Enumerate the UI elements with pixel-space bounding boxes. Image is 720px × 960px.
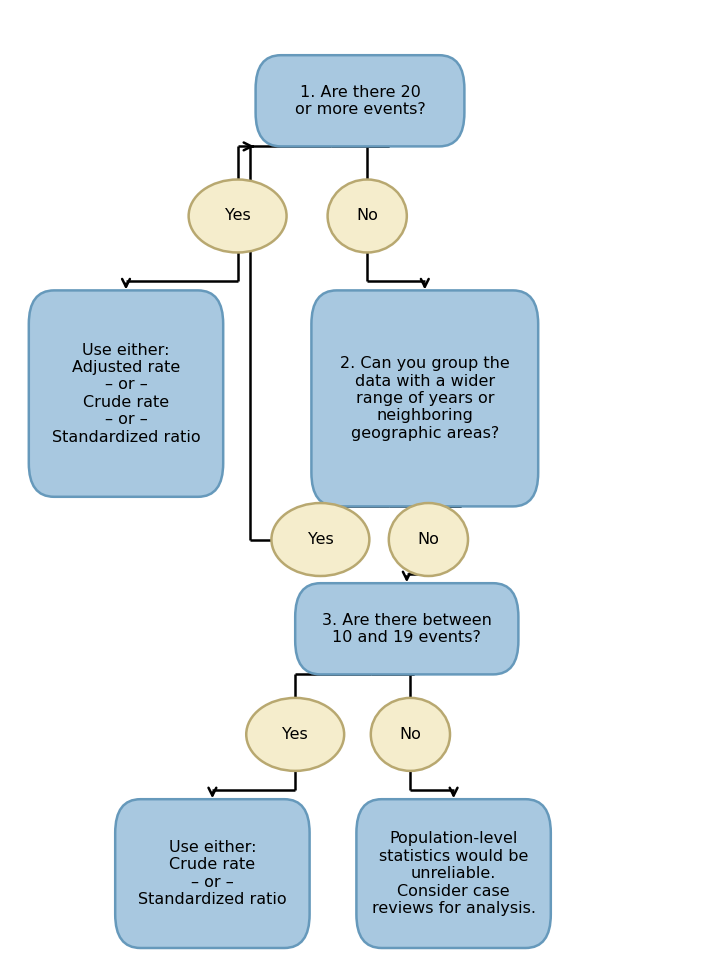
Text: No: No <box>356 208 378 224</box>
Text: Yes: Yes <box>307 532 333 547</box>
Ellipse shape <box>389 503 468 576</box>
Text: Population-level
statistics would be
unreliable.
Consider case
reviews for analy: Population-level statistics would be unr… <box>372 831 536 916</box>
Text: 3. Are there between
10 and 19 events?: 3. Are there between 10 and 19 events? <box>322 612 492 645</box>
Text: 1. Are there 20
or more events?: 1. Are there 20 or more events? <box>294 84 426 117</box>
Ellipse shape <box>328 180 407 252</box>
Text: Use either:
Crude rate
– or –
Standardized ratio: Use either: Crude rate – or – Standardiz… <box>138 840 287 907</box>
Ellipse shape <box>271 503 369 576</box>
Text: No: No <box>400 727 421 742</box>
Ellipse shape <box>246 698 344 771</box>
FancyBboxPatch shape <box>256 56 464 146</box>
Ellipse shape <box>189 180 287 252</box>
Text: 2. Can you group the
data with a wider
range of years or
neighboring
geographic : 2. Can you group the data with a wider r… <box>340 356 510 441</box>
Ellipse shape <box>371 698 450 771</box>
Text: Yes: Yes <box>282 727 308 742</box>
Text: Yes: Yes <box>225 208 251 224</box>
FancyBboxPatch shape <box>295 584 518 674</box>
FancyBboxPatch shape <box>356 799 551 948</box>
FancyBboxPatch shape <box>115 799 310 948</box>
Text: No: No <box>418 532 439 547</box>
FancyBboxPatch shape <box>29 290 223 497</box>
Text: Use either:
Adjusted rate
– or –
Crude rate
– or –
Standardized ratio: Use either: Adjusted rate – or – Crude r… <box>52 343 200 444</box>
FancyBboxPatch shape <box>311 290 539 507</box>
